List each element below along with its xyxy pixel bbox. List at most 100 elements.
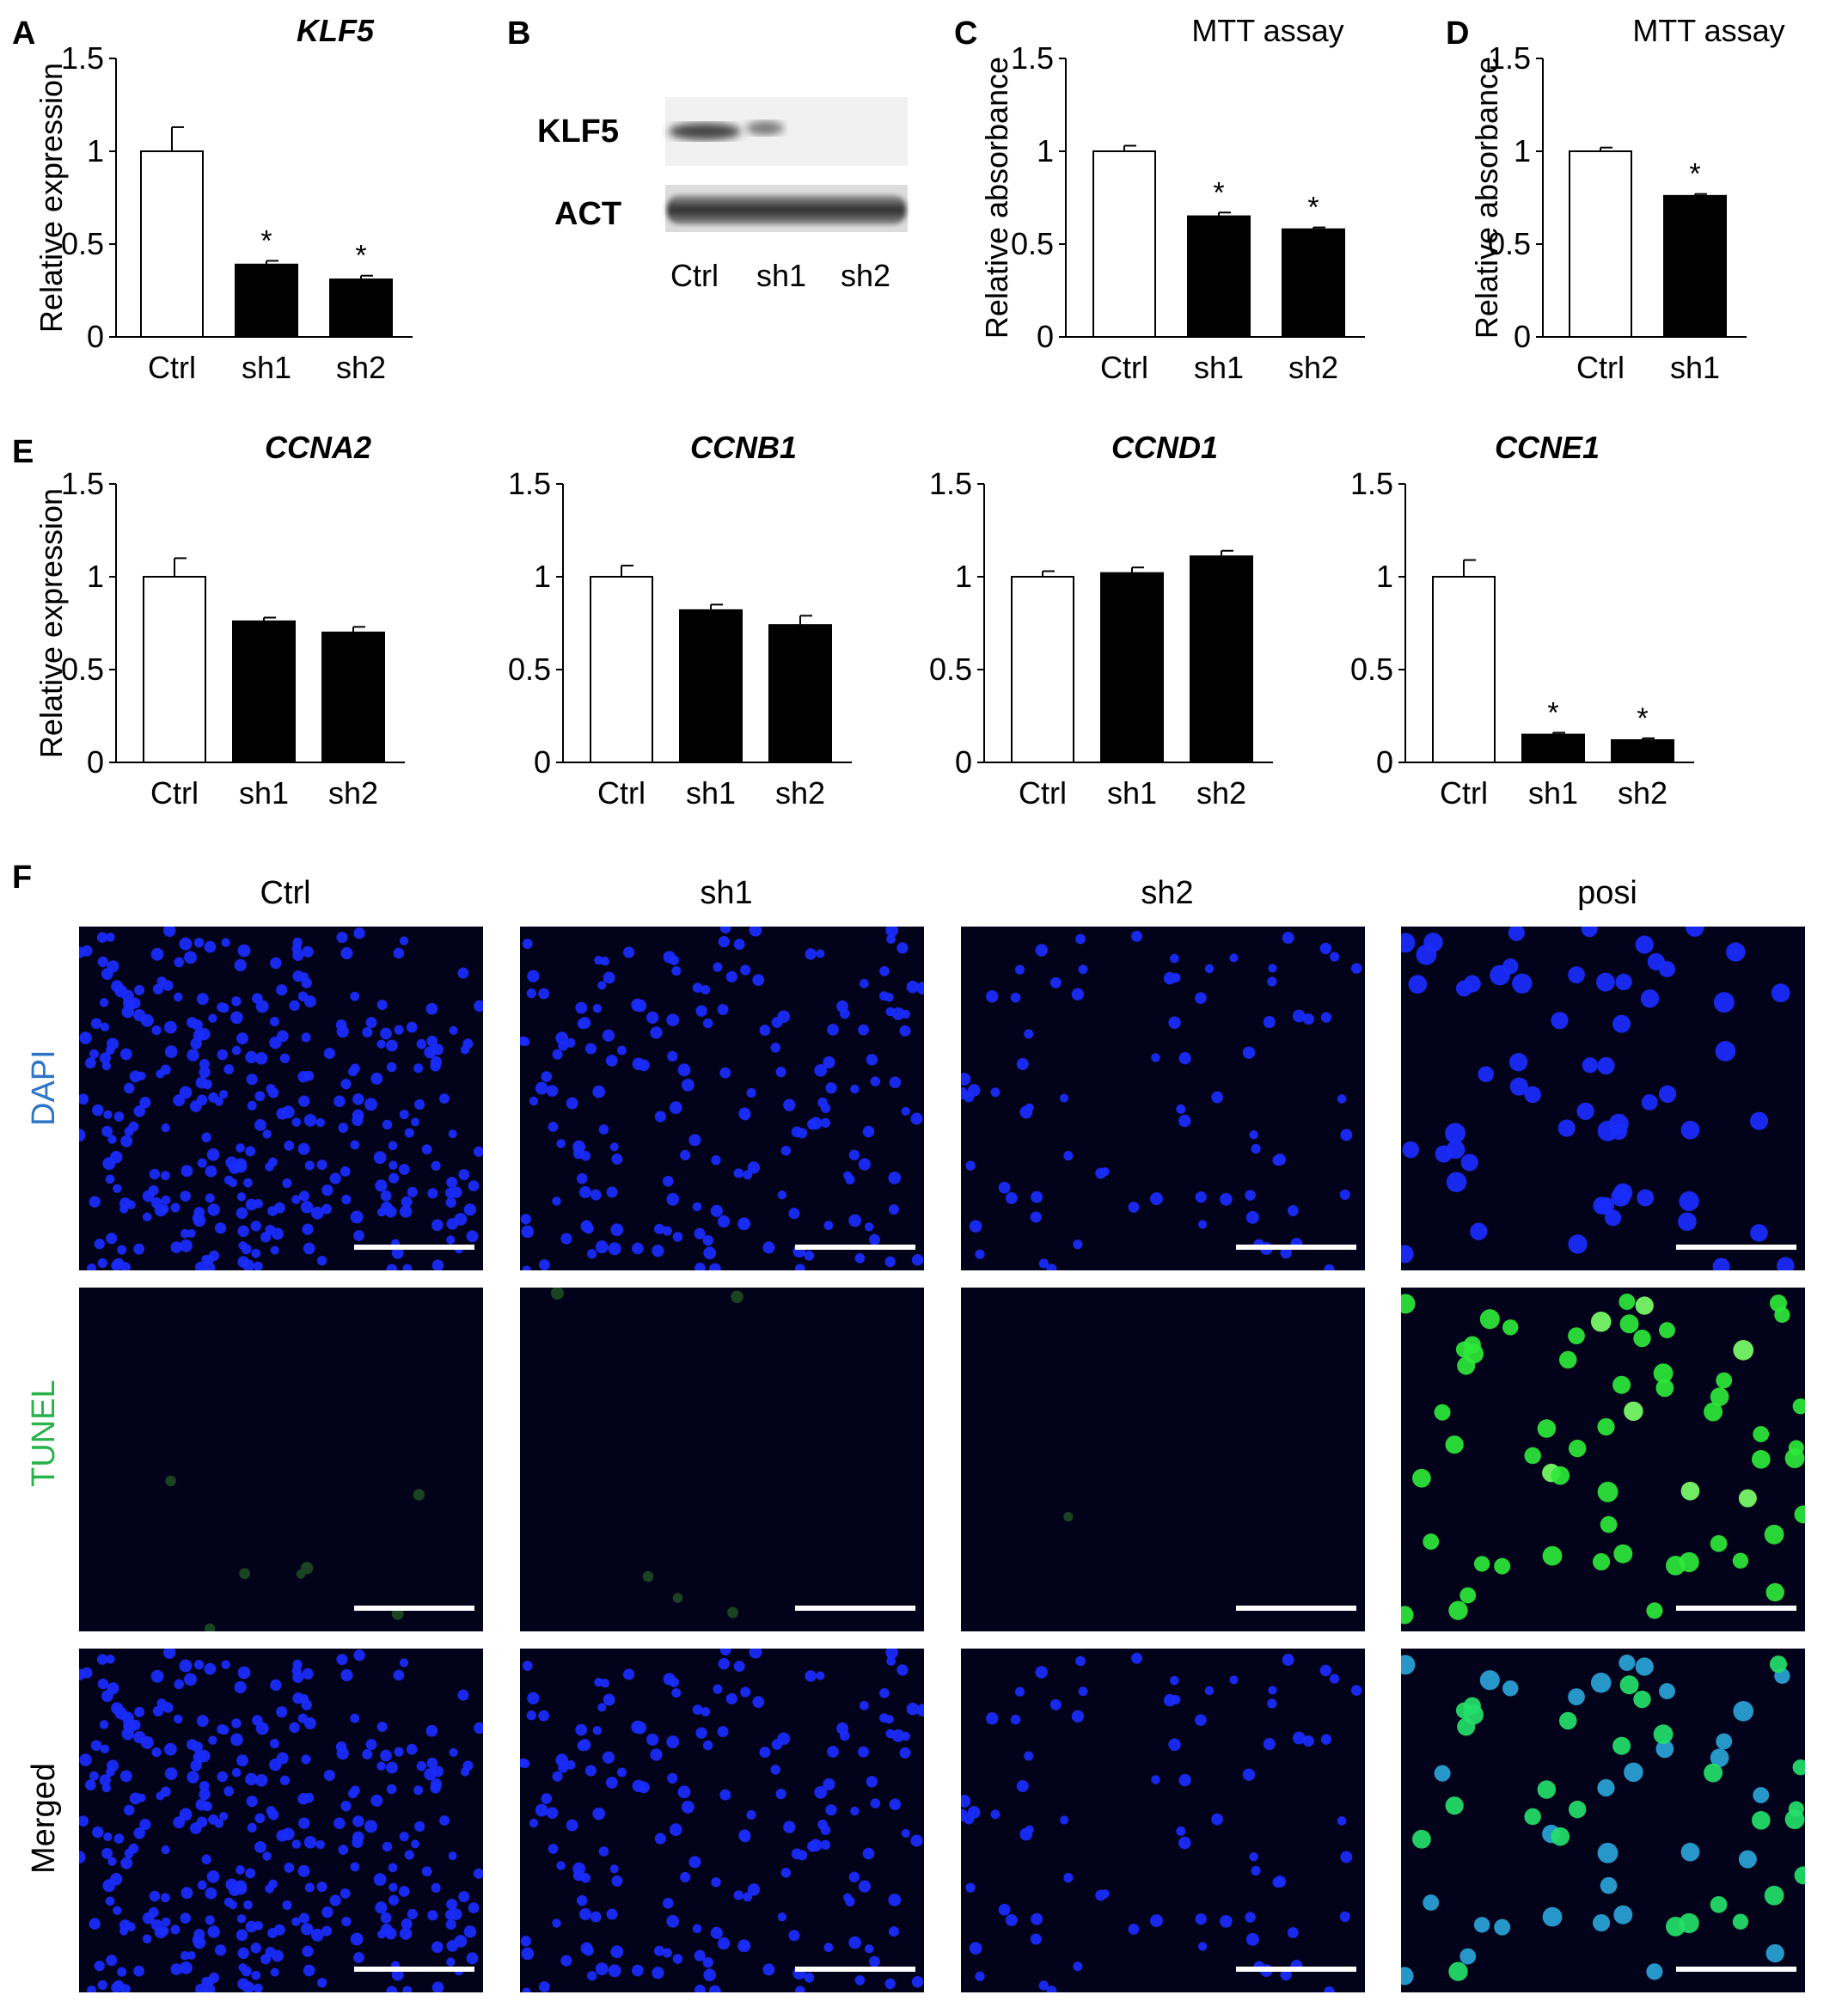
nucleus	[906, 1702, 920, 1716]
nucleus	[1764, 1524, 1784, 1545]
nucleus	[632, 1242, 644, 1255]
nucleus	[388, 1141, 398, 1151]
nucleus	[1568, 1800, 1587, 1819]
nucleus	[717, 1937, 731, 1950]
nucleus	[204, 940, 217, 953]
nucleus	[1502, 1319, 1519, 1336]
nucleus	[617, 1045, 627, 1056]
nucleus	[1659, 1683, 1675, 1700]
nucleus	[1059, 1815, 1069, 1825]
nucleus	[96, 932, 108, 943]
nucleus	[1749, 1111, 1769, 1130]
nucleus	[321, 1925, 333, 1937]
nucleus	[197, 1880, 207, 1890]
nucleus	[276, 1752, 289, 1765]
nucleus	[292, 970, 304, 982]
nucleus	[1659, 1322, 1675, 1339]
nucleus	[605, 1777, 618, 1789]
micrograph-tunel-sh2	[961, 1288, 1365, 1631]
bar	[329, 278, 393, 339]
nucleus	[107, 960, 119, 973]
panel-label-a: A	[12, 15, 36, 52]
nucleus	[535, 1081, 548, 1095]
bar	[1432, 576, 1496, 763]
nucleus	[236, 1192, 247, 1202]
bar-chart-ccna2: CCNA2 Relative expression 0 0.5 1 1.5 Ctrl sh1 s…	[34, 434, 405, 811]
nucleus	[329, 1172, 341, 1184]
nucleus	[1324, 1986, 1335, 1992]
nucleus	[1600, 1876, 1618, 1894]
nucleus	[520, 1214, 532, 1225]
nucleus	[270, 957, 282, 970]
nucleus	[719, 1789, 731, 1801]
nucleus	[747, 1883, 761, 1896]
nucleus	[1581, 927, 1598, 938]
chart-title: CCND1	[1111, 434, 1218, 465]
nucleus	[1595, 972, 1615, 992]
nucleus	[94, 1961, 105, 1972]
nucleus	[99, 1720, 109, 1729]
nucleus	[282, 1900, 292, 1911]
blot-lane-sh2: sh2	[841, 258, 891, 293]
nucleus	[1463, 975, 1481, 993]
nucleus	[1038, 1258, 1049, 1269]
nucleus	[1568, 1688, 1585, 1706]
nucleus	[1542, 1545, 1563, 1566]
nucleus	[666, 1735, 680, 1749]
nucleus	[126, 1922, 136, 1932]
nucleus	[1619, 1293, 1636, 1310]
nucleus	[458, 1169, 470, 1181]
x-tick-label: Ctrl	[150, 775, 199, 811]
nucleus	[430, 1056, 443, 1068]
nucleus	[839, 1008, 850, 1019]
nucleus	[804, 1250, 815, 1261]
nucleus	[399, 936, 409, 945]
nucleus	[791, 1848, 803, 1860]
nucleus	[1612, 1736, 1631, 1755]
nucleus	[236, 1754, 248, 1767]
y-tick-label: 0.5	[1011, 226, 1054, 261]
nucleus	[746, 1087, 756, 1098]
nucleus	[1423, 1533, 1440, 1550]
nucleus	[1445, 1796, 1464, 1815]
chart-title: CCNA2	[265, 434, 371, 465]
nucleus	[692, 982, 703, 994]
nucleus	[1542, 1906, 1563, 1927]
nucleus	[556, 1861, 566, 1870]
nucleus	[703, 1246, 717, 1260]
nucleus	[204, 1262, 216, 1270]
bar	[768, 624, 832, 763]
nucleus	[457, 1689, 469, 1701]
nucleus	[1769, 1655, 1788, 1674]
nucleus	[879, 1687, 890, 1698]
nucleus	[196, 993, 209, 1006]
y-tick-label: 0	[1037, 319, 1054, 354]
nucleus	[878, 1713, 889, 1723]
nucleus	[214, 1819, 224, 1828]
nucleus	[133, 1827, 146, 1839]
nucleus	[340, 1888, 351, 1899]
nucleus	[174, 957, 185, 968]
nucleus	[538, 988, 550, 1000]
nucleus	[669, 1677, 680, 1688]
nucleus	[961, 1073, 971, 1086]
nucleus	[1204, 1686, 1215, 1696]
nucleus	[137, 1793, 146, 1802]
nucleus	[303, 994, 316, 1007]
x-tick-label: Ctrl	[148, 350, 196, 385]
nucleus	[888, 1172, 902, 1184]
nucleus	[192, 1213, 203, 1224]
nucleus	[740, 1686, 751, 1698]
nucleus	[891, 1007, 905, 1020]
nucleus	[90, 1018, 102, 1030]
nucleus	[1524, 1808, 1541, 1826]
nucleus	[864, 1222, 874, 1232]
nucleus	[407, 1186, 418, 1198]
nucleus	[375, 1179, 388, 1192]
nucleus	[1176, 1826, 1186, 1836]
nucleus	[1508, 1053, 1528, 1072]
nucleus	[1646, 1963, 1663, 1980]
nucleus	[353, 927, 365, 939]
scale-bar	[354, 1967, 474, 1972]
nucleus	[749, 1649, 762, 1659]
